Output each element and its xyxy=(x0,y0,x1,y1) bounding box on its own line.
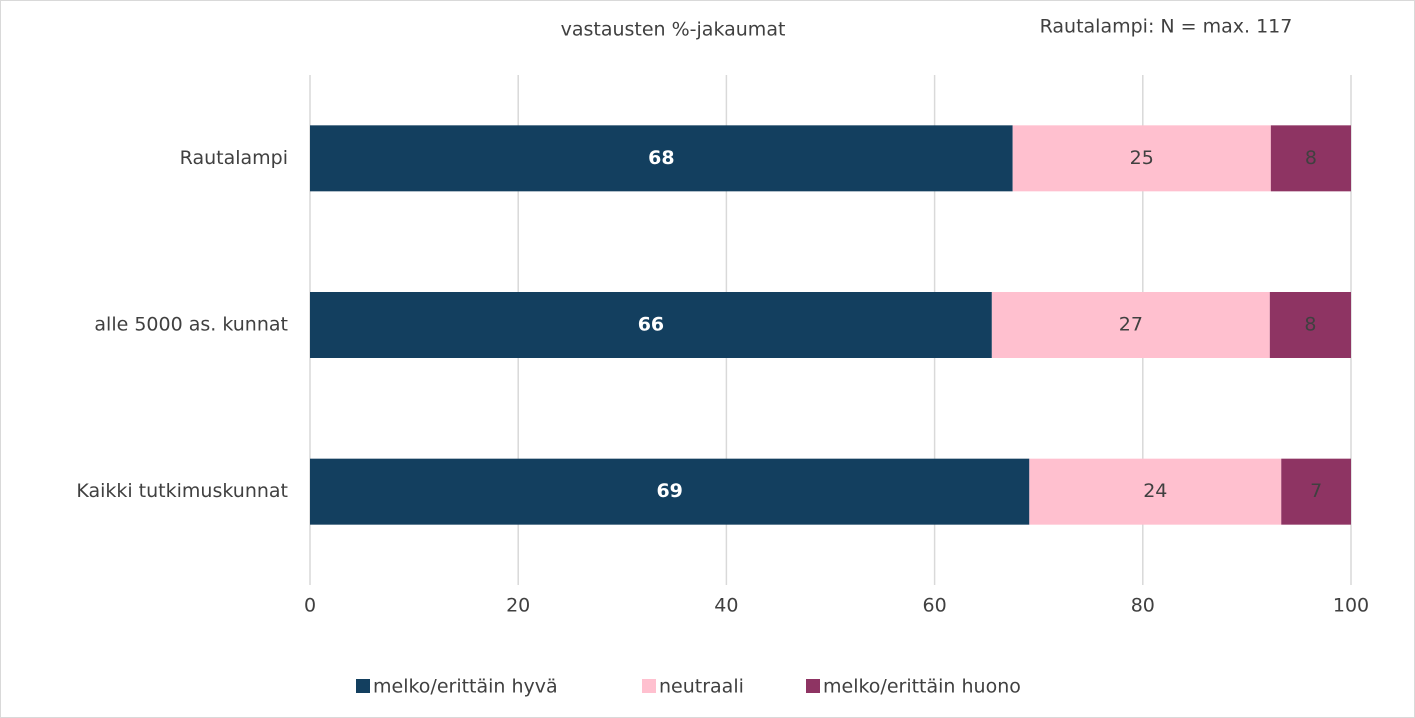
y-tick-label: Rautalampi xyxy=(180,147,288,169)
chart-title: vastausten %-jakaumat xyxy=(561,19,786,41)
bar-segment xyxy=(310,125,1013,192)
annotation: Rautalampi: N = max. 117 xyxy=(1040,16,1293,38)
data-label: 24 xyxy=(1143,480,1167,502)
data-label: 69 xyxy=(656,480,682,502)
data-label: 68 xyxy=(648,147,674,169)
legend-swatch xyxy=(642,679,656,693)
data-label: 27 xyxy=(1119,314,1143,336)
data-label: 8 xyxy=(1304,314,1316,336)
x-tick-label: 80 xyxy=(1131,595,1155,617)
x-tick-label: 60 xyxy=(923,595,947,617)
legend-label: melko/erittäin huono xyxy=(823,676,1021,698)
y-tick-label: Kaikki tutkimuskunnat xyxy=(76,480,288,502)
legend-label: neutraali xyxy=(659,676,744,698)
legend-swatch xyxy=(806,679,820,693)
bar-segment xyxy=(1012,125,1271,192)
bar-segment xyxy=(1269,292,1351,358)
x-tick-label: 0 xyxy=(304,595,316,617)
data-label: 8 xyxy=(1305,147,1317,169)
x-tick-label: 100 xyxy=(1333,595,1369,617)
legend-label: melko/erittäin hyvä xyxy=(373,676,558,698)
x-tick-label: 20 xyxy=(506,595,530,617)
legend-swatch xyxy=(356,679,370,693)
data-label: 7 xyxy=(1310,480,1322,502)
bar-segment xyxy=(1029,458,1282,525)
bar-segment xyxy=(1281,458,1351,525)
bar-segment xyxy=(1270,125,1351,192)
bar-segment xyxy=(310,458,1030,525)
y-tick-label: alle 5000 as. kunnat xyxy=(94,314,288,336)
bar-segment xyxy=(991,292,1270,358)
bar-segment xyxy=(310,292,992,358)
x-tick-label: 40 xyxy=(714,595,738,617)
data-label: 25 xyxy=(1130,147,1154,169)
data-label: 66 xyxy=(638,314,664,336)
